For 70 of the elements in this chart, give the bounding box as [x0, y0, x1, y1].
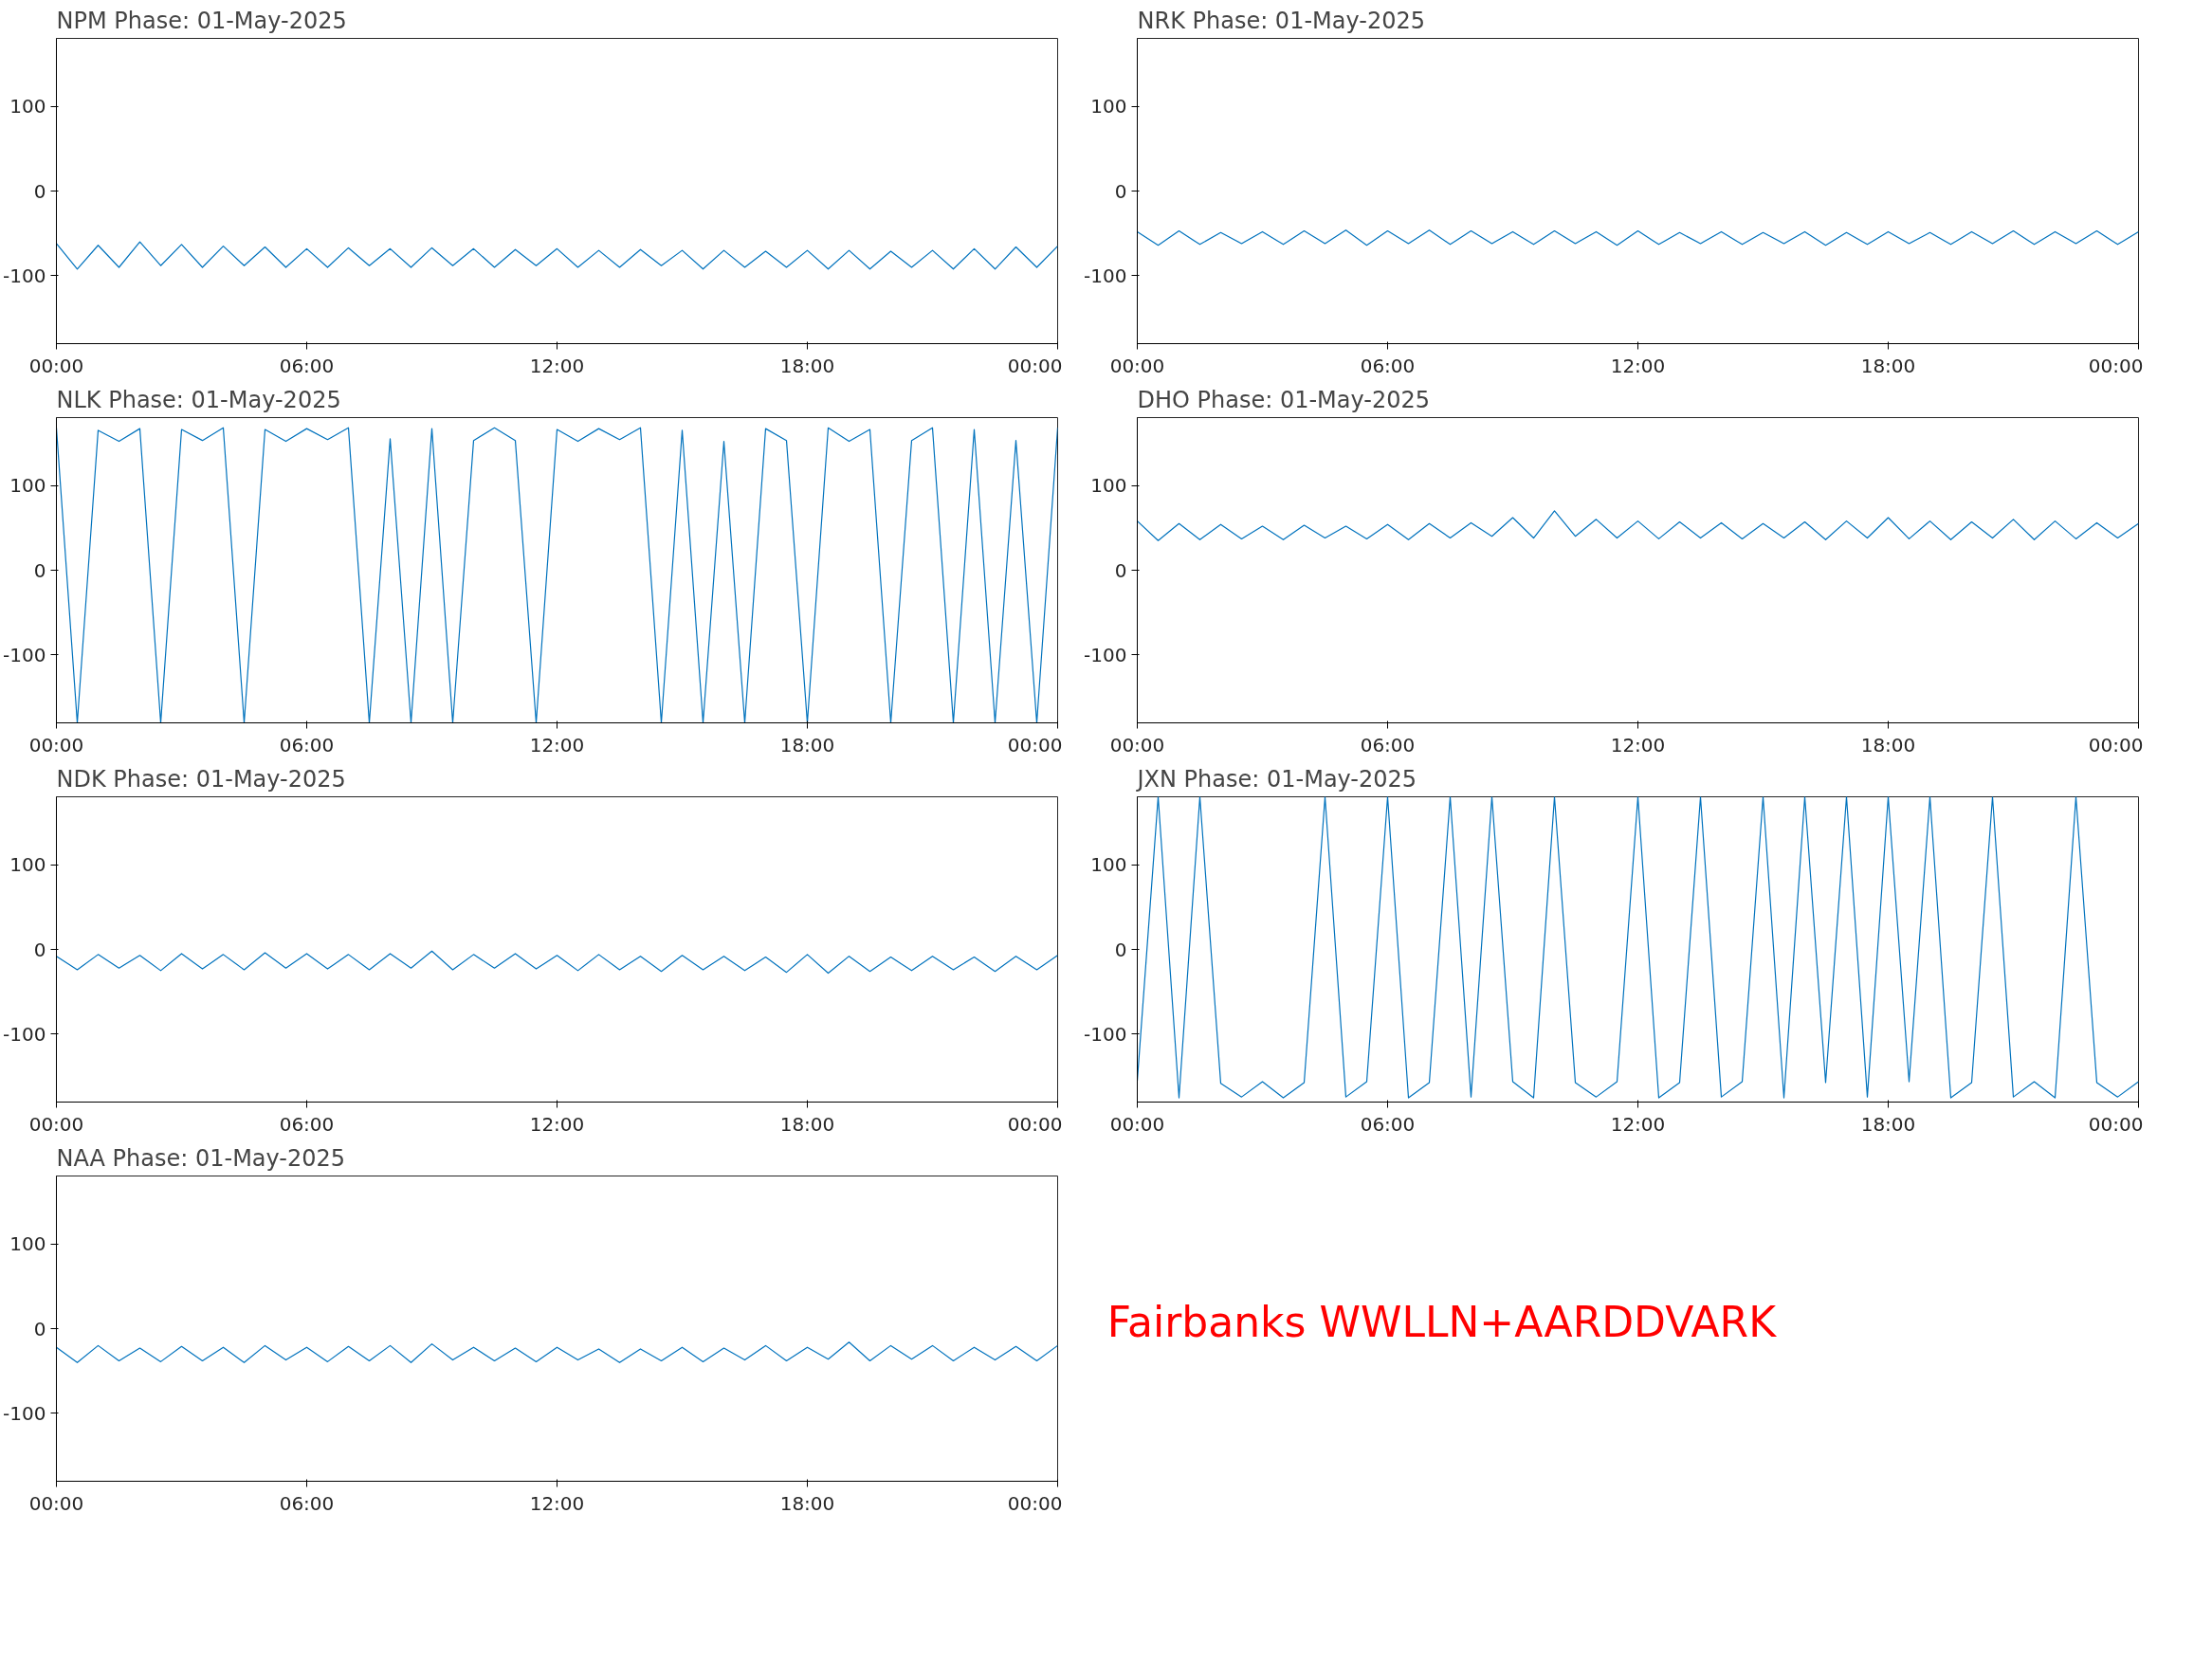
- chart-title: DHO Phase: 01-May-2025: [1137, 386, 1431, 413]
- x-tick-label: 06:00: [1360, 733, 1416, 757]
- x-tick-label: 00:00: [1109, 1112, 1165, 1136]
- chart-title: NDK Phase: 01-May-2025: [56, 765, 346, 793]
- x-tick-label: 12:00: [529, 733, 585, 757]
- y-tick-label: -100: [3, 1401, 46, 1425]
- y-tick-label: 100: [9, 853, 46, 877]
- chart-title: NPM Phase: 01-May-2025: [56, 7, 347, 34]
- x-tick-label: 06:00: [279, 354, 335, 377]
- x-tick-label: 18:00: [1860, 354, 1916, 377]
- y-tick-label: 100: [9, 1232, 46, 1256]
- x-tick-label: 06:00: [279, 733, 335, 757]
- y-tick-label: -100: [3, 264, 46, 287]
- x-tick-label: 12:00: [1610, 1112, 1666, 1136]
- y-tick-label: 0: [1114, 938, 1127, 961]
- y-tick-label: 100: [1090, 853, 1127, 877]
- y-tick-label: 0: [33, 938, 46, 961]
- y-tick-label: 0: [33, 1317, 46, 1340]
- x-tick-label: 00:00: [1007, 1491, 1063, 1515]
- chart-title: JXN Phase: 01-May-2025: [1135, 765, 1417, 793]
- y-tick-label: -100: [1084, 643, 1127, 666]
- y-tick-label: 100: [9, 95, 46, 118]
- y-tick-label: -100: [3, 1022, 46, 1046]
- x-tick-label: 00:00: [1007, 354, 1063, 377]
- y-tick-label: -100: [1084, 264, 1127, 287]
- y-tick-label: 100: [9, 474, 46, 498]
- x-tick-label: 00:00: [28, 1112, 84, 1136]
- line-series: [1137, 510, 2139, 541]
- y-tick-label: 0: [33, 558, 46, 582]
- x-tick-label: 12:00: [1610, 733, 1666, 757]
- x-tick-label: 00:00: [1007, 1112, 1063, 1136]
- y-tick-label: -100: [3, 643, 46, 666]
- line-series: [1137, 229, 2139, 246]
- x-tick-label: 06:00: [1360, 1112, 1416, 1136]
- x-tick-label: 18:00: [1860, 733, 1916, 757]
- x-tick-label: 00:00: [1109, 354, 1165, 377]
- x-tick-label: 12:00: [529, 354, 585, 377]
- x-tick-label: 06:00: [279, 1491, 335, 1515]
- y-tick-label: 100: [1090, 95, 1127, 118]
- chart-title: NAA Phase: 01-May-2025: [56, 1144, 346, 1172]
- x-tick-label: 18:00: [779, 733, 835, 757]
- y-tick-label: 0: [1114, 179, 1127, 203]
- y-tick-label: 100: [1090, 474, 1127, 498]
- x-tick-label: 18:00: [779, 1112, 835, 1136]
- x-tick-label: 00:00: [2088, 733, 2144, 757]
- x-tick-label: 12:00: [1610, 354, 1666, 377]
- x-tick-label: 00:00: [28, 354, 84, 377]
- x-tick-label: 18:00: [779, 354, 835, 377]
- x-tick-label: 00:00: [28, 1491, 84, 1515]
- chart-title: NLK Phase: 01-May-2025: [56, 386, 341, 413]
- x-tick-label: 00:00: [1007, 733, 1063, 757]
- line-series: [56, 950, 1058, 975]
- x-tick-label: 18:00: [779, 1491, 835, 1515]
- x-tick-label: 12:00: [529, 1491, 585, 1515]
- x-tick-label: 00:00: [2088, 1112, 2144, 1136]
- chart-title: NRK Phase: 01-May-2025: [1137, 7, 1426, 34]
- x-tick-label: 06:00: [1360, 354, 1416, 377]
- x-tick-label: 12:00: [529, 1112, 585, 1136]
- x-tick-label: 00:00: [28, 733, 84, 757]
- line-series: [56, 1341, 1058, 1363]
- line-series: [56, 241, 1058, 270]
- x-tick-label: 18:00: [1860, 1112, 1916, 1136]
- line-series: [1137, 796, 2139, 1099]
- x-tick-label: 00:00: [1109, 733, 1165, 757]
- text: Fairbanks WWLLN+AARDDVARK: [1106, 1298, 1778, 1346]
- y-tick-label: -100: [1084, 1022, 1127, 1046]
- y-tick-label: 0: [33, 179, 46, 203]
- x-tick-label: 00:00: [2088, 354, 2144, 377]
- y-tick-label: 0: [1114, 558, 1127, 582]
- x-tick-label: 06:00: [279, 1112, 335, 1136]
